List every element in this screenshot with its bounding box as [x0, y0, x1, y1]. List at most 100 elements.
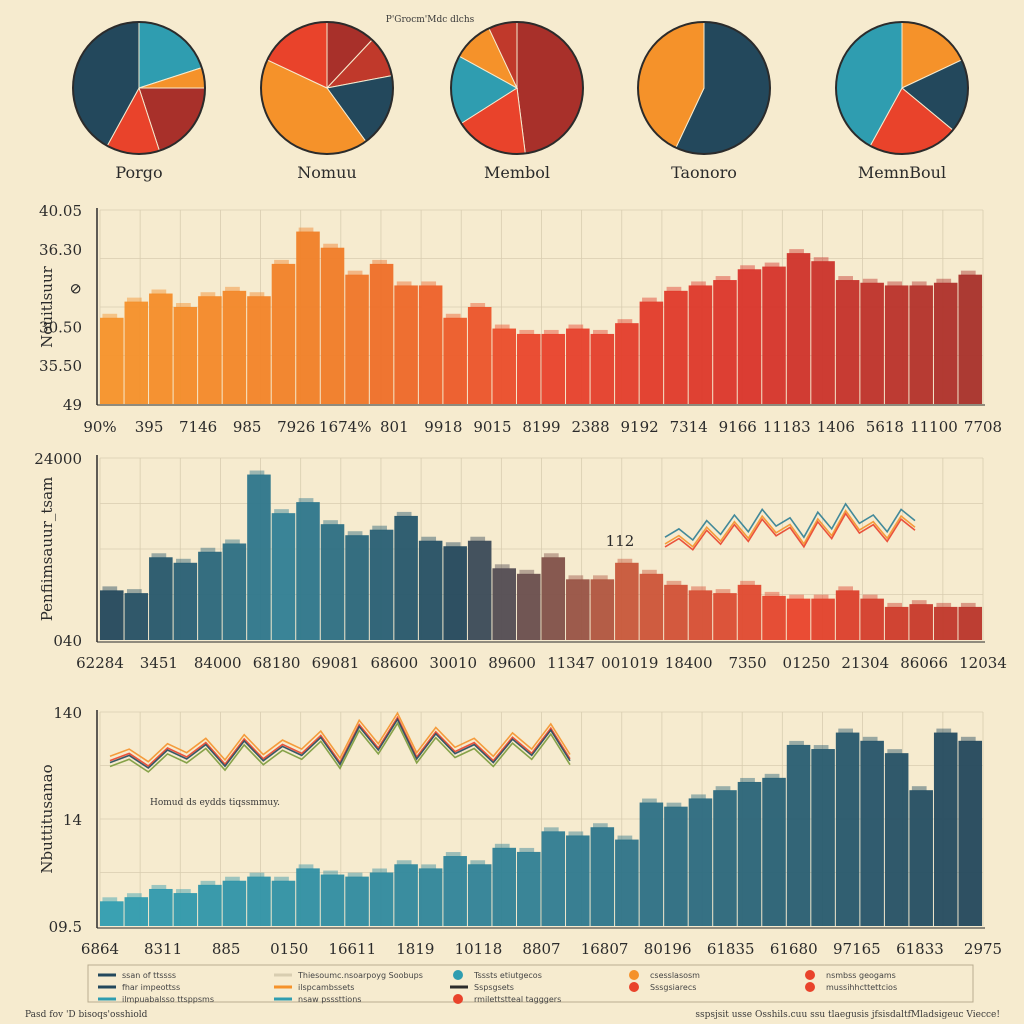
bar-cap [102, 897, 118, 903]
legend-label: mussihhcttettcios [826, 983, 897, 992]
bar-cap [666, 802, 682, 808]
bar [909, 285, 933, 404]
bar-cap [887, 281, 903, 287]
bar [909, 604, 933, 640]
x-tick-label: 9192 [621, 418, 659, 436]
bar [688, 590, 713, 640]
bar [271, 513, 296, 640]
bar-cap [323, 870, 338, 876]
bar [198, 884, 222, 926]
legend-item: Tsssts etiutgecos [453, 970, 542, 980]
bar [247, 474, 271, 640]
bar-cap [470, 536, 486, 542]
x-tick-label: 61835 [707, 940, 755, 958]
bar-cap [225, 876, 240, 882]
x-tick-label: 1406 [817, 418, 855, 436]
legend-item: ssan of ttssss [98, 971, 176, 980]
x-tick-label: 10118 [455, 940, 503, 958]
bar-cap [421, 281, 437, 287]
bar [811, 261, 835, 404]
bar [541, 557, 566, 640]
x-tick-label: 1674% [319, 418, 371, 436]
bar [443, 546, 467, 640]
bar [566, 579, 590, 640]
bar-cap [200, 880, 216, 886]
x-tick-label: 62284 [76, 654, 124, 672]
bar-cap [764, 773, 780, 779]
x-tick-label: 8199 [522, 418, 560, 436]
x-tick-label: 61833 [896, 940, 944, 958]
bar [100, 590, 124, 640]
bar [786, 253, 811, 404]
bar-cap [396, 281, 412, 287]
bar [467, 540, 492, 640]
x-tick-label: 68180 [253, 654, 301, 672]
bar [737, 781, 762, 926]
legend-swatch-dot [805, 970, 815, 980]
x-tick-label: 7350 [728, 654, 766, 672]
line-series-3 [109, 711, 571, 763]
bar-cap [176, 558, 191, 564]
chart2-lines [664, 502, 916, 551]
bar-cap [936, 728, 952, 734]
bar [615, 839, 639, 926]
bar [835, 732, 860, 926]
bar-cap [421, 864, 437, 870]
legend-label: Tsssts etiutgecos [473, 971, 542, 980]
y-tick-label: 36.30 [39, 241, 82, 259]
y-tick-label: 040 [53, 632, 82, 650]
bar [786, 744, 811, 926]
bar-cap [151, 289, 167, 295]
bar-cap [568, 831, 584, 837]
bar [516, 333, 541, 404]
bar [835, 280, 860, 404]
bar [296, 231, 320, 404]
bar-cap [740, 777, 755, 783]
y-tick-label: 140 [53, 704, 82, 722]
x-tick-label: 18400 [665, 654, 713, 672]
legend-item: csesslasosm [629, 970, 700, 980]
pie-outline [260, 21, 394, 155]
bar [884, 606, 909, 640]
x-tick-label: 11183 [763, 418, 811, 436]
bar [884, 753, 909, 926]
footer-left: Pasd fov 'D bisoqs'osshiold [25, 1010, 148, 1020]
bar-cap [617, 835, 633, 841]
bar-cap [396, 511, 412, 517]
bar-cap [936, 278, 952, 284]
x-tick-label: 985 [233, 418, 262, 436]
bar-cap [813, 257, 829, 263]
bar [492, 568, 516, 640]
bar-cap [593, 823, 608, 829]
bar-cap [568, 575, 584, 581]
bar-cap [470, 860, 486, 866]
x-tick-label: 8807 [522, 940, 560, 958]
legend-item: Sspsgsets [450, 983, 514, 992]
bar-cap [519, 329, 535, 335]
pie-outline [637, 21, 771, 155]
bar [100, 901, 124, 926]
pie-title: Membol [484, 163, 550, 182]
bar-cap [470, 303, 486, 308]
bar-cap [176, 303, 191, 308]
bar [688, 798, 713, 926]
bar [467, 864, 492, 926]
bar-cap [298, 498, 314, 504]
bar [958, 606, 983, 640]
bar-cap [543, 329, 559, 335]
x-tick-label: 395 [135, 418, 164, 436]
bar [296, 502, 320, 640]
bar [149, 557, 173, 640]
bar [516, 573, 541, 640]
bar [958, 274, 983, 404]
bar [664, 290, 688, 404]
y-tick-label: 09.5 [49, 918, 82, 936]
bar-cap [911, 600, 927, 606]
legend-swatch-dot [453, 994, 463, 1004]
legend-item: Thiesoumc.nsoarpoyg Soobups [274, 971, 423, 980]
chart2-annotation: 112 [606, 532, 635, 550]
page-title: P'Grocm'Mdc dlchs [386, 15, 475, 25]
bar [124, 897, 149, 926]
y-tick-label: 49 [63, 396, 82, 414]
pie-title: MemnBoul [858, 163, 946, 182]
